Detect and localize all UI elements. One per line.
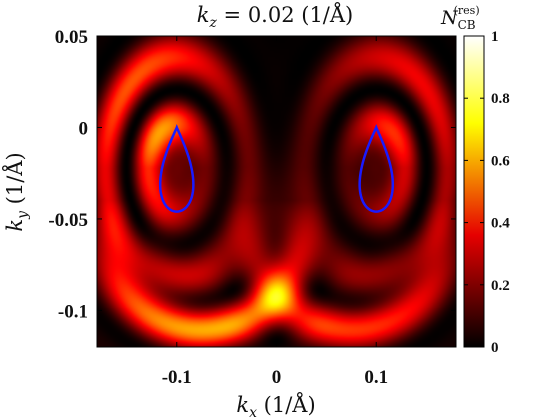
colorbar-label: NCB(res) <box>440 4 480 32</box>
colorbar-tick-label: 0 <box>491 340 499 356</box>
colorbar-tick-label: 0.6 <box>491 153 510 169</box>
colorbar: 0 0.2 0.4 0.6 0.8 1 <box>463 29 510 356</box>
colorbar-tick-label: 0.2 <box>491 278 510 294</box>
left-fermi-pocket <box>158 123 195 213</box>
y-axis-label: ky (1/Å) <box>2 152 31 231</box>
colorbar-tick-label: 0.8 <box>491 91 510 107</box>
x-axis-label: kx (1/Å) <box>236 392 315 420</box>
heatmap-plot-area <box>96 35 457 348</box>
y-tick-label: 0 <box>79 118 89 139</box>
colorbar-tick-label: 1 <box>491 29 499 45</box>
fermi-contours <box>158 123 395 213</box>
heatmap-image <box>97 36 456 347</box>
x-axis-ticks: -0.1 0 0.1 <box>162 36 388 388</box>
chart-title: kz = 0.02 (1/Å) <box>197 2 354 31</box>
y-tick-label: -0.1 <box>58 301 88 322</box>
y-tick-label: -0.05 <box>48 210 88 231</box>
colorbar-gradient <box>463 35 485 348</box>
x-tick-label: -0.1 <box>162 367 192 388</box>
colorbar-tick-label: 0.4 <box>491 216 510 232</box>
x-tick-label: 0.1 <box>364 367 388 388</box>
colorbar-ticks: 0 0.2 0.4 0.6 0.8 1 <box>464 29 510 356</box>
y-tick-label: 0.05 <box>55 27 88 48</box>
x-tick-label: 0 <box>272 367 282 388</box>
right-fermi-pocket <box>358 123 395 213</box>
y-axis-ticks: 0.05 0 -0.05 -0.1 <box>48 27 456 322</box>
